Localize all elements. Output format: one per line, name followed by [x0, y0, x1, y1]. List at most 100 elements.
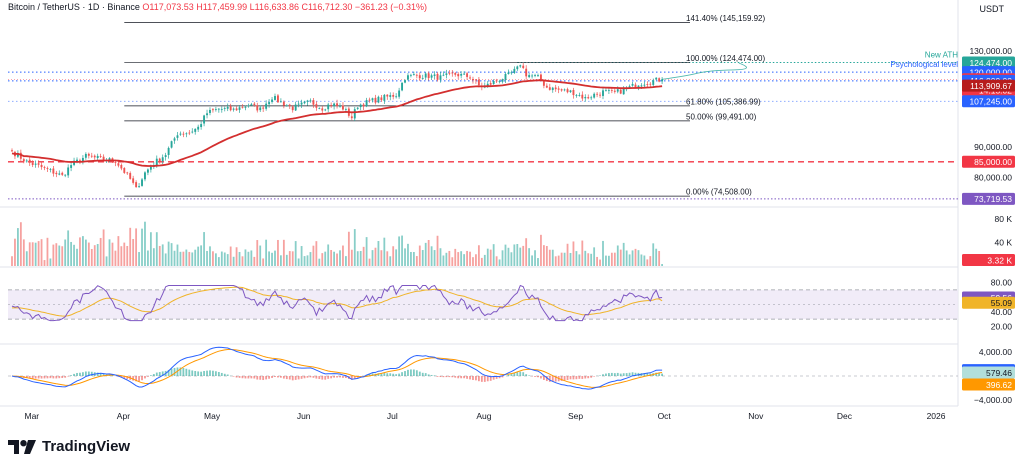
- macd-hist-bar: [516, 372, 519, 376]
- candle-body: [427, 73, 430, 79]
- volume-bar: [584, 250, 587, 266]
- volume-bar: [631, 250, 634, 266]
- macd-hist-bar: [543, 376, 545, 380]
- volume-bar: [73, 244, 75, 266]
- candle-body: [365, 100, 368, 107]
- volume-tick-label: 80 K: [995, 214, 1013, 224]
- macd-hist-bar: [336, 376, 338, 378]
- candle-body: [557, 88, 560, 90]
- candle-body: [386, 94, 389, 97]
- volume-bar: [96, 244, 99, 266]
- volume-bar: [454, 248, 457, 266]
- macd-hist-bar: [203, 370, 205, 376]
- volume-bar: [49, 258, 52, 266]
- candle-body: [123, 168, 126, 173]
- macd-hist-bar: [477, 376, 480, 382]
- macd-hist-bar: [84, 371, 87, 376]
- time-axis-label: Dec: [837, 411, 853, 421]
- candle-body: [649, 83, 652, 85]
- volume-bar: [661, 264, 663, 266]
- macd-hist-bar: [658, 373, 661, 376]
- volume-bar: [147, 250, 149, 266]
- volume-bar: [327, 244, 330, 266]
- candle-body: [525, 68, 528, 77]
- candle-body: [404, 80, 406, 83]
- candle-body: [504, 73, 507, 80]
- candle-body: [554, 87, 557, 90]
- candle-body: [99, 156, 102, 157]
- candle-body: [448, 72, 451, 74]
- candle-body: [374, 97, 377, 103]
- volume-bar: [220, 251, 223, 266]
- candle-body: [507, 72, 510, 75]
- volume-bar: [460, 251, 463, 266]
- volume-bar: [350, 249, 353, 266]
- candle-body: [84, 153, 87, 158]
- macd-hist-bar: [421, 372, 424, 376]
- macd-hist-bar: [619, 373, 622, 376]
- macd-hist-bar: [584, 376, 587, 379]
- macd-hist-bar: [540, 376, 542, 379]
- macd-line: [11, 346, 663, 390]
- price-label: 120,000.00: [969, 67, 1012, 77]
- macd-hist-bar: [82, 372, 84, 376]
- price-label: 124,474.00: [969, 58, 1012, 68]
- time-axis-label: Nov: [748, 411, 764, 421]
- candle-body: [220, 108, 223, 110]
- macd-hist-bar: [244, 376, 247, 379]
- currency-label[interactable]: USDT: [979, 4, 1005, 14]
- volume-bar: [114, 250, 117, 266]
- macd-hist-bar: [123, 376, 126, 379]
- candle-body: [132, 178, 135, 183]
- volume-bar: [297, 258, 300, 266]
- macd-hist-bar: [436, 376, 439, 377]
- volume-bar: [138, 252, 140, 266]
- candle-body: [566, 89, 569, 93]
- volume-bar: [430, 246, 433, 266]
- candle-body: [342, 105, 344, 110]
- candle-body: [602, 90, 604, 96]
- candle-body: [67, 167, 70, 176]
- candle-body: [55, 172, 58, 175]
- volume-bar: [149, 232, 152, 266]
- symbol-title[interactable]: Bitcoin / TetherUS · 1D · Binance: [8, 2, 140, 12]
- volume-bar: [55, 243, 58, 266]
- candle-body: [31, 162, 34, 165]
- volume-bar: [321, 253, 324, 266]
- volume-bar: [28, 242, 31, 266]
- candle-body: [259, 107, 262, 111]
- macd-hist-bar: [49, 376, 52, 379]
- volume-bar: [93, 245, 96, 266]
- macd-hist-bar: [185, 368, 188, 376]
- macd-hist-bar: [200, 371, 203, 376]
- volume-bar: [37, 241, 40, 266]
- candle-body: [333, 103, 336, 107]
- candle-body: [19, 152, 22, 159]
- price-tick-label: 90,000.00: [974, 142, 1012, 152]
- candle-body: [534, 75, 536, 76]
- volume-bar: [486, 248, 489, 266]
- candle-body: [315, 104, 318, 108]
- volume-bar: [463, 254, 466, 266]
- rsi-ma-line: [12, 286, 663, 317]
- volume-bar: [250, 250, 253, 266]
- candle-body: [474, 79, 477, 81]
- volume-bar: [353, 229, 356, 266]
- macd-hist-bar: [625, 373, 628, 376]
- macd-hist-bar: [608, 373, 610, 376]
- macd-hist-bar: [43, 376, 46, 379]
- candle-body: [371, 98, 374, 101]
- volume-bar: [135, 228, 138, 266]
- volume-bar: [64, 239, 67, 266]
- macd-hist-bar: [256, 376, 259, 380]
- candle-body: [513, 68, 516, 73]
- candle-body: [584, 97, 587, 99]
- volume-bar: [43, 260, 46, 266]
- volume-bar: [277, 239, 279, 266]
- volume-bar: [519, 247, 522, 266]
- volume-bar: [619, 249, 622, 266]
- candle-body: [486, 83, 489, 87]
- time-axis-label: Sep: [568, 411, 583, 421]
- macd-hist-bar: [575, 376, 578, 380]
